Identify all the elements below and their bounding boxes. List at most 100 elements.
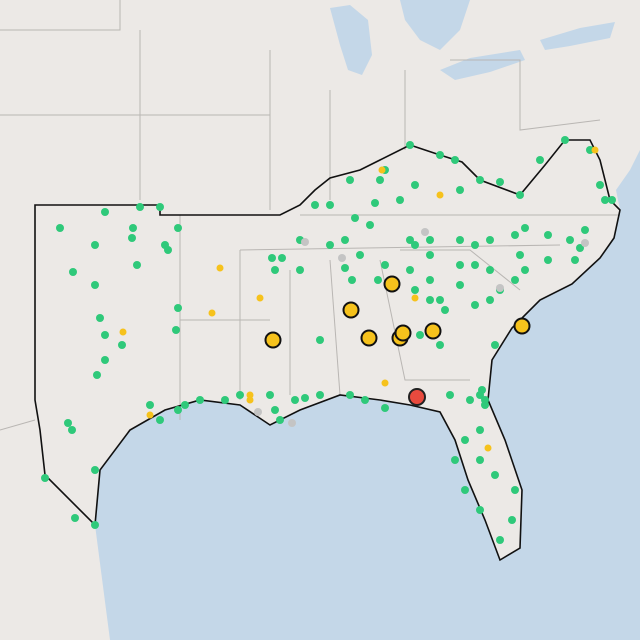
station[interactable]	[426, 276, 434, 284]
station[interactable]	[271, 406, 279, 414]
station[interactable]	[571, 256, 579, 264]
station[interactable]	[544, 256, 552, 264]
station[interactable]	[481, 396, 489, 404]
station[interactable]	[591, 146, 599, 154]
station[interactable]	[411, 241, 419, 249]
alert-station[interactable]	[342, 301, 360, 319]
station[interactable]	[91, 521, 99, 529]
station[interactable]	[146, 401, 154, 409]
station[interactable]	[486, 296, 494, 304]
station[interactable]	[271, 266, 279, 274]
station[interactable]	[301, 394, 309, 402]
station[interactable]	[156, 203, 164, 211]
station[interactable]	[174, 406, 182, 414]
station[interactable]	[436, 151, 444, 159]
station[interactable]	[601, 196, 609, 204]
station[interactable]	[93, 371, 101, 379]
station[interactable]	[136, 203, 144, 211]
station[interactable]	[511, 486, 519, 494]
station[interactable]	[544, 231, 552, 239]
station[interactable]	[71, 514, 79, 522]
station[interactable]	[496, 284, 504, 292]
station[interactable]	[381, 261, 389, 269]
station[interactable]	[456, 281, 464, 289]
station[interactable]	[348, 276, 356, 284]
alert-station[interactable]	[360, 329, 378, 347]
station[interactable]	[41, 474, 49, 482]
station[interactable]	[476, 426, 484, 434]
station[interactable]	[276, 416, 284, 424]
station[interactable]	[216, 264, 224, 272]
station[interactable]	[486, 236, 494, 244]
station[interactable]	[101, 331, 109, 339]
station[interactable]	[376, 176, 384, 184]
station[interactable]	[476, 176, 484, 184]
alert-station[interactable]	[264, 331, 282, 349]
station[interactable]	[508, 516, 516, 524]
station[interactable]	[374, 276, 382, 284]
station[interactable]	[521, 266, 529, 274]
station[interactable]	[406, 266, 414, 274]
station[interactable]	[221, 396, 229, 404]
station[interactable]	[478, 386, 486, 394]
station[interactable]	[381, 404, 389, 412]
station[interactable]	[486, 266, 494, 274]
station[interactable]	[291, 396, 299, 404]
station[interactable]	[346, 391, 354, 399]
station[interactable]	[491, 341, 499, 349]
station[interactable]	[426, 296, 434, 304]
station[interactable]	[133, 261, 141, 269]
station[interactable]	[596, 181, 604, 189]
critical-station[interactable]	[408, 388, 426, 406]
station[interactable]	[196, 396, 204, 404]
station[interactable]	[172, 326, 180, 334]
station[interactable]	[484, 444, 492, 452]
station[interactable]	[516, 251, 524, 259]
station[interactable]	[119, 328, 127, 336]
station[interactable]	[456, 186, 464, 194]
alert-station[interactable]	[424, 322, 442, 340]
station[interactable]	[396, 196, 404, 204]
station[interactable]	[338, 254, 346, 262]
station[interactable]	[91, 281, 99, 289]
station[interactable]	[581, 239, 589, 247]
station[interactable]	[411, 286, 419, 294]
station[interactable]	[316, 336, 324, 344]
station[interactable]	[566, 236, 574, 244]
station[interactable]	[326, 201, 334, 209]
station[interactable]	[608, 196, 616, 204]
station[interactable]	[426, 236, 434, 244]
station[interactable]	[516, 191, 524, 199]
station[interactable]	[118, 341, 126, 349]
station[interactable]	[576, 244, 584, 252]
station[interactable]	[128, 234, 136, 242]
station[interactable]	[536, 156, 544, 164]
station[interactable]	[91, 466, 99, 474]
station[interactable]	[461, 436, 469, 444]
station[interactable]	[346, 176, 354, 184]
station[interactable]	[461, 486, 469, 494]
station[interactable]	[311, 201, 319, 209]
station[interactable]	[406, 236, 414, 244]
station[interactable]	[101, 356, 109, 364]
station[interactable]	[451, 456, 459, 464]
station[interactable]	[341, 236, 349, 244]
station[interactable]	[268, 254, 276, 262]
station[interactable]	[411, 294, 419, 302]
station[interactable]	[288, 419, 296, 427]
station[interactable]	[91, 241, 99, 249]
station[interactable]	[511, 276, 519, 284]
alert-station[interactable]	[394, 324, 412, 342]
station[interactable]	[496, 178, 504, 186]
station[interactable]	[156, 416, 164, 424]
station[interactable]	[96, 314, 104, 322]
station[interactable]	[586, 146, 594, 154]
station[interactable]	[246, 396, 254, 404]
station[interactable]	[69, 268, 77, 276]
station[interactable]	[471, 241, 479, 249]
station[interactable]	[581, 226, 589, 234]
station[interactable]	[436, 341, 444, 349]
station[interactable]	[441, 306, 449, 314]
station[interactable]	[181, 401, 189, 409]
station[interactable]	[246, 391, 254, 399]
